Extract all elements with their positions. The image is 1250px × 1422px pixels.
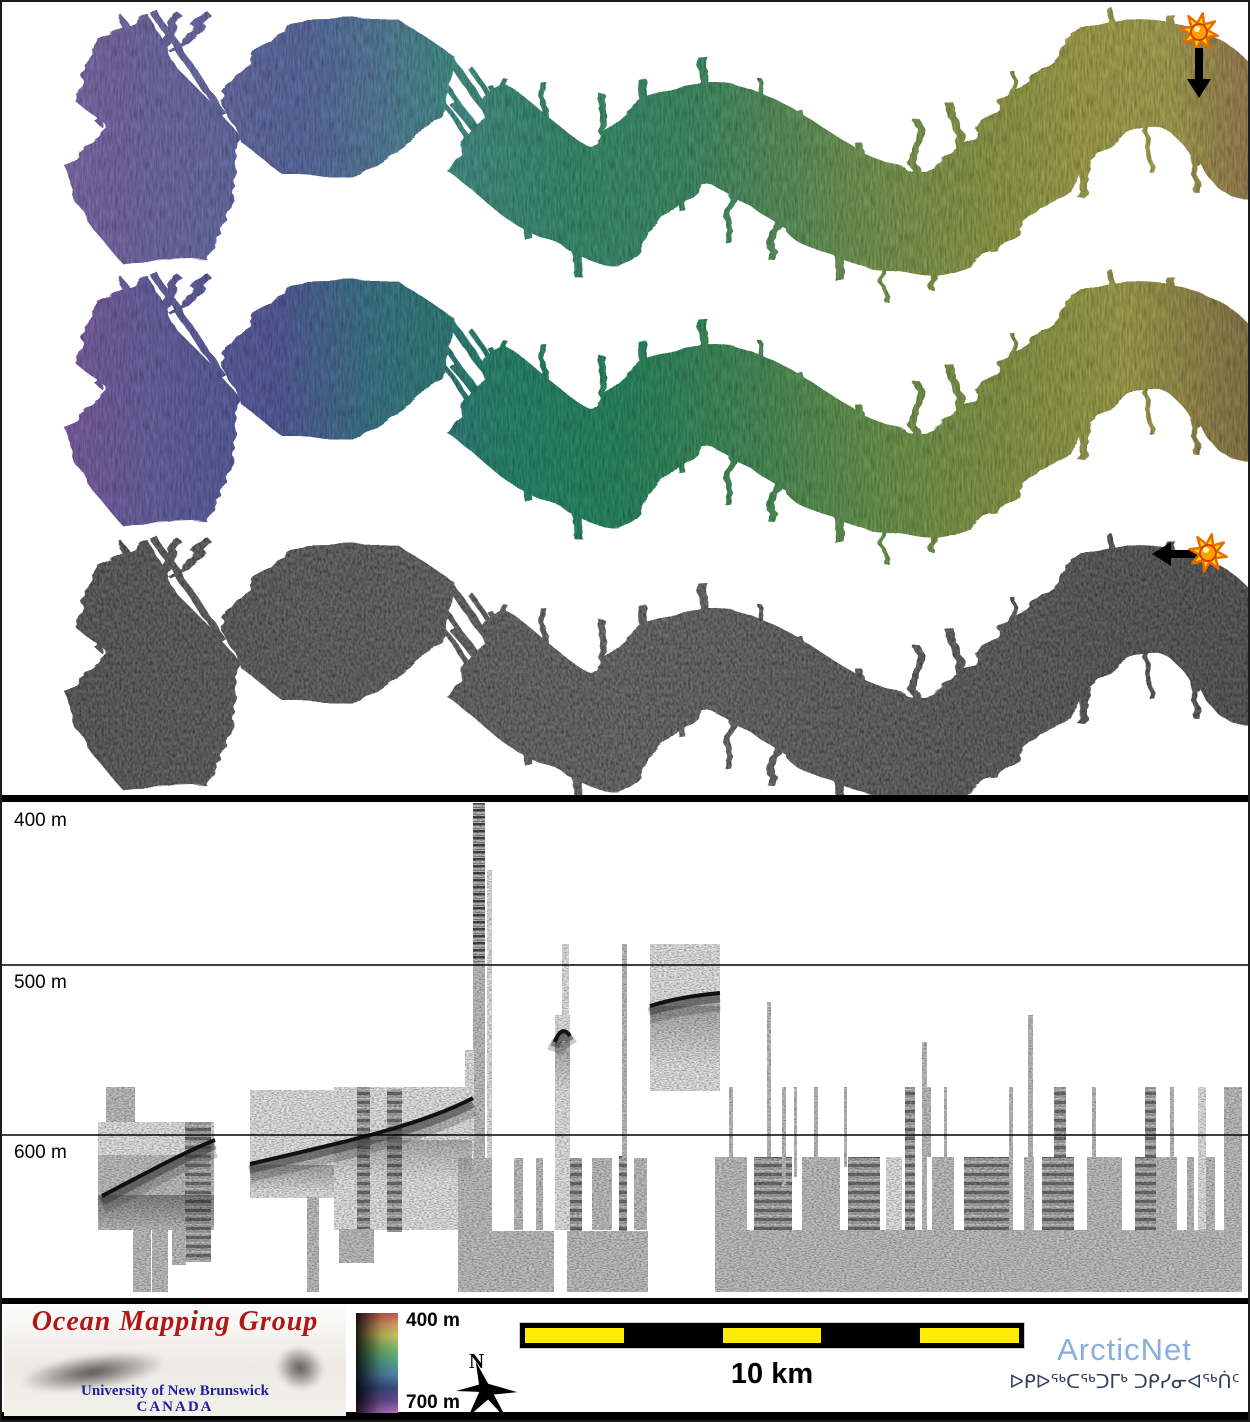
legend-bar: Ocean Mapping Group University of New Br… [2, 1298, 1248, 1420]
compass-n-label: N [469, 1349, 484, 1373]
bathymetry-panel-middle [67, 272, 1248, 562]
scale-segment [821, 1328, 920, 1343]
depth-colorbar [356, 1313, 398, 1413]
depth-label-600m: 600 m [14, 1142, 67, 1163]
scale-segment [624, 1328, 723, 1343]
north-arrow: N [455, 1349, 518, 1416]
scale-bar-label: 10 km [730, 1358, 814, 1390]
echogram-strips [98, 803, 1242, 1292]
depth-label-400m: 400 m [14, 810, 67, 831]
colorbar-bottom-label: 700 m [406, 1392, 460, 1413]
backscatter-panel [67, 536, 1248, 795]
panel-divider [2, 795, 1248, 802]
sunburst-arrow-left [1152, 533, 1228, 573]
scale-segment [525, 1328, 624, 1343]
scale-segment [920, 1328, 1019, 1343]
subbottom-profile-panel: 400 m 500 m 600 m [2, 795, 1248, 1292]
bathymetry-panel-top [67, 10, 1248, 300]
swath-map-panels [67, 10, 1248, 795]
omg-logo: Ocean Mapping Group University of New Br… [4, 1304, 346, 1416]
colorbar-top-label: 400 m [406, 1310, 460, 1331]
omg-country: CANADA [136, 1399, 214, 1415]
scale-bar [520, 1323, 1024, 1348]
depth-label-500m: 500 m [14, 972, 67, 993]
scale-segment [722, 1328, 822, 1343]
arcticnet-logo: ArcticNet ᐅᑭᐅᖅᑕᖅᑐᒥᒃ ᑐᑭᓯᓂᐊᖅᑏᑦ [1002, 1332, 1247, 1393]
arcticnet-name: ArcticNet [1057, 1332, 1192, 1367]
sunburst-arrow-down [1179, 12, 1219, 98]
omg-university: University of New Brunswick [81, 1383, 269, 1399]
omg-title: Ocean Mapping Group [31, 1306, 319, 1337]
subbottom-reflectors [98, 991, 721, 1214]
scale-bar-segments [525, 1328, 1019, 1343]
arcticnet-inuktitut: ᐅᑭᐅᖅᑕᖅᑐᒥᒃ ᑐᑭᓯᓂᐊᖅᑏᑦ [1009, 1371, 1240, 1393]
